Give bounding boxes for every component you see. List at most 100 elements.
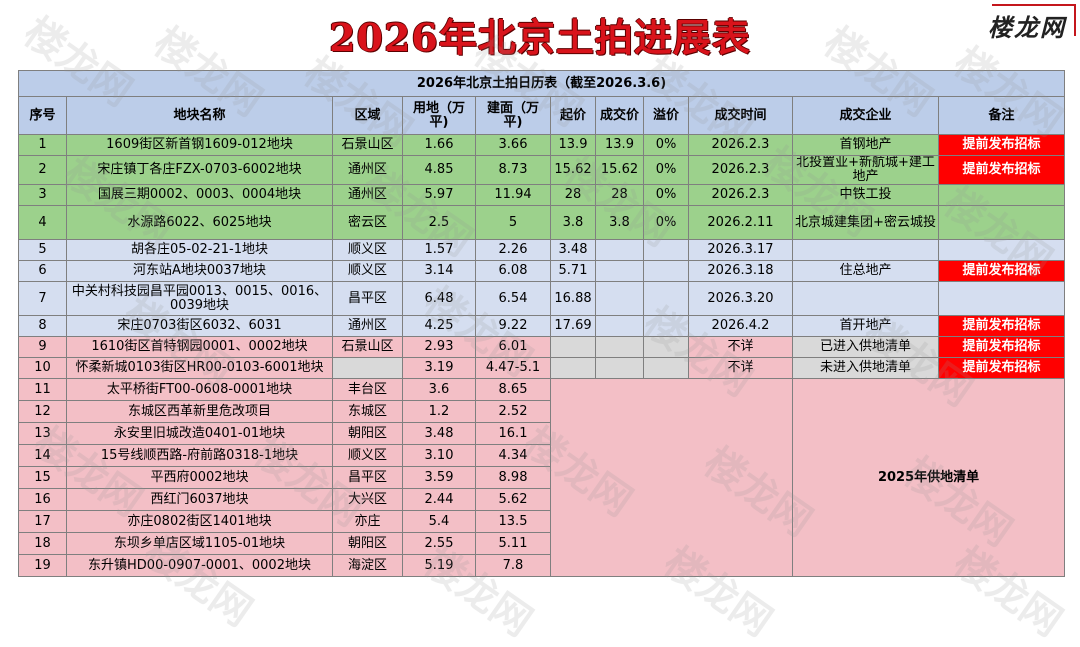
note-publish-button[interactable]: 提前发布招标 <box>937 134 1066 156</box>
row-no: 16 <box>18 488 67 511</box>
row-land: 2.55 <box>402 532 476 555</box>
table-row: 18 东坝乡单店区域1105-01地块 朝阳区 2.55 5.11 <box>18 532 1065 555</box>
row-build: 4.47-5.1 <box>475 357 551 379</box>
row-no: 14 <box>18 444 67 467</box>
row-note <box>937 239 1066 261</box>
row-district: 海淀区 <box>332 554 403 577</box>
land-auction-table-wrap: 2026年北京土拍日历表（截至2026.3.6) 序号 地块名称 区域 用地（万… <box>17 70 1066 577</box>
row-start-price <box>550 336 596 358</box>
row-premium: 0% <box>643 205 689 240</box>
row-no: 11 <box>18 378 67 401</box>
table-row: 6 河东站A地块0037地块 顺义区 3.14 6.08 5.71 2026.3.18 住总地… <box>18 260 1066 282</box>
row-company: 中铁工投 <box>792 184 939 206</box>
note-publish-button[interactable]: 提前发布招标 <box>937 357 1066 379</box>
row-build: 13.5 <box>475 510 551 533</box>
row-build: 2.26 <box>475 239 551 261</box>
row-build: 11.94 <box>475 184 551 206</box>
row-build: 8.65 <box>475 378 551 401</box>
row-district: 顺义区 <box>332 444 403 467</box>
row-deal-price <box>595 315 644 337</box>
note-publish-button[interactable]: 提前发布招标 <box>937 336 1066 358</box>
row-name: 水源路6022、6025地块 <box>66 205 333 240</box>
row-land: 3.19 <box>402 357 476 379</box>
table-row: 15 平西府0002地块 昌平区 3.59 8.98 <box>18 466 1065 489</box>
row-no: 10 <box>18 357 67 379</box>
row-build: 5.62 <box>475 488 551 511</box>
row-no: 8 <box>18 315 67 337</box>
row-land: 2.93 <box>402 336 476 358</box>
table-row: 16 西红门6037地块 大兴区 2.44 5.62 <box>18 488 1065 511</box>
row-land: 1.66 <box>402 134 476 156</box>
note-publish-button[interactable]: 提前发布招标 <box>937 315 1066 337</box>
table-row: 10 怀柔新城0103街区HR00-0103-6001地块 3.19 4.47-5.1… <box>18 357 1066 379</box>
row-company: 未进入供地清单 <box>792 357 939 379</box>
header-note: 备注 <box>937 96 1066 135</box>
row-no: 12 <box>18 400 67 423</box>
row-start-price: 15.62 <box>550 155 596 185</box>
row-name: 太平桥街FT00-0608-0001地块 <box>66 378 333 401</box>
row-no: 19 <box>18 554 67 577</box>
row-district: 顺义区 <box>332 239 403 261</box>
row-district: 昌平区 <box>332 281 403 316</box>
row-start-price: 28 <box>550 184 596 206</box>
row-land: 4.25 <box>402 315 476 337</box>
row-district: 大兴区 <box>332 488 403 511</box>
row-district: 顺义区 <box>332 260 403 282</box>
table-caption: 2026年北京土拍日历表（截至2026.3.6) <box>17 70 1066 97</box>
note-publish-button[interactable]: 提前发布招标 <box>937 155 1066 185</box>
row-name: 中关村科技园昌平园0013、0015、0016、0039地块 <box>66 281 333 316</box>
row-land: 5.4 <box>402 510 476 533</box>
row-premium: 0% <box>643 155 689 185</box>
row-name: 平西府0002地块 <box>66 466 333 489</box>
row-build: 5 <box>475 205 551 240</box>
row-deal-time: 2026.2.11 <box>688 205 793 240</box>
row-no: 7 <box>18 281 67 316</box>
row-name: 1610街区首特钢园0001、0002地块 <box>66 336 333 358</box>
row-build: 6.54 <box>475 281 551 316</box>
row-name: 宋庄镇丁各庄FZX-0703-6002地块 <box>66 155 333 185</box>
row-deal-time: 2026.2.3 <box>688 134 793 156</box>
row-deal-time: 2026.3.20 <box>688 281 793 316</box>
row-company <box>792 281 939 316</box>
row-land: 3.14 <box>402 260 476 282</box>
row-build: 3.66 <box>475 134 551 156</box>
brand-logo: 楼龙网 <box>988 13 1066 42</box>
row-name: 亦庄0802街区1401地块 <box>66 510 333 533</box>
row-start-price: 17.69 <box>550 315 596 337</box>
header-deal-time: 成交时间 <box>688 96 793 135</box>
row-deal-time: 2026.4.2 <box>688 315 793 337</box>
row-name: 东坝乡单店区域1105-01地块 <box>66 532 333 555</box>
row-district: 石景山区 <box>332 134 403 156</box>
supply-2025-label: 2025年供地清单 <box>791 378 1066 577</box>
row-premium <box>643 315 689 337</box>
table-row: 5 胡各庄05-02-21-1地块 顺义区 1.57 2.26 3.48 2026.3.17 <box>18 239 1066 261</box>
row-company: 首开地产 <box>792 315 939 337</box>
row-company: 北投置业+新航城+建工地产 <box>792 155 939 185</box>
row-district: 亦庄 <box>332 510 403 533</box>
header-company: 成交企业 <box>792 96 939 135</box>
row-note <box>937 205 1066 240</box>
row-deal-time: 2026.2.3 <box>688 155 793 185</box>
row-deal-time: 2026.3.17 <box>688 239 793 261</box>
row-start-price <box>550 357 596 379</box>
row-land: 5.97 <box>402 184 476 206</box>
row-deal-time: 不详 <box>688 357 793 379</box>
empty-price-cells <box>550 378 793 577</box>
row-deal-price <box>595 239 644 261</box>
table-row: 4 水源路6022、6025地块 密云区 2.5 5 3.8 3.8 0% 2026.2.11 北… <box>18 205 1066 240</box>
row-land: 3.48 <box>402 422 476 445</box>
row-name: 胡各庄05-02-21-1地块 <box>66 239 333 261</box>
row-build: 4.34 <box>475 444 551 467</box>
row-deal-time: 不详 <box>688 336 793 358</box>
row-deal-price: 28 <box>595 184 644 206</box>
row-district: 通州区 <box>332 184 403 206</box>
table-row: 8 宋庄0703街区6032、6031 通州区 4.25 9.22 17.69 2026.4… <box>18 315 1066 337</box>
row-start-price: 13.9 <box>550 134 596 156</box>
row-no: 9 <box>18 336 67 358</box>
row-name: 怀柔新城0103街区HR00-0103-6001地块 <box>66 357 333 379</box>
note-publish-button[interactable]: 提前发布招标 <box>937 260 1066 282</box>
row-company <box>792 239 939 261</box>
row-land: 2.5 <box>402 205 476 240</box>
row-start-price: 3.48 <box>550 239 596 261</box>
table-row: 7 中关村科技园昌平园0013、0015、0016、0039地块 昌平区 6.48 6.… <box>18 281 1066 316</box>
